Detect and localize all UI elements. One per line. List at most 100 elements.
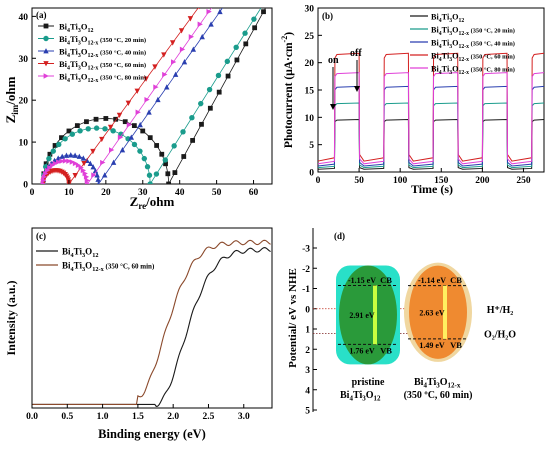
data-point	[84, 177, 91, 184]
panel-a-clipped	[40, 8, 266, 184]
data-point	[198, 100, 204, 107]
annotation-on-arrowhead	[330, 104, 336, 110]
data-point	[162, 157, 168, 163]
vb-label: VB	[380, 345, 392, 355]
data-point	[224, 58, 231, 65]
panel-b-ylabel: Photocurrent (μA·cm-2)	[280, 32, 295, 148]
x-tick-label: 40	[175, 188, 185, 198]
legend-entry-part: 12-x	[458, 70, 469, 76]
legend-entry-part: 12-x	[87, 78, 98, 84]
data-point	[47, 151, 53, 157]
x-tick-label: 200	[475, 176, 490, 186]
data-point	[140, 128, 146, 134]
legend-entry-part: 4	[439, 44, 442, 50]
data-point	[206, 8, 212, 15]
data-point	[208, 21, 214, 27]
legend-entry-suffix: (350 °C, 60 min)	[469, 54, 515, 61]
legend-entry: Bi4Ti3O12-x (350 °C, 60 min)	[62, 261, 155, 274]
data-point	[199, 33, 205, 40]
data-point	[87, 160, 94, 166]
y-tick-label: 2	[305, 346, 310, 356]
data-point	[66, 128, 72, 134]
annotation-on: on	[328, 55, 339, 66]
legend-marker	[43, 35, 49, 42]
material-name: pristine	[352, 377, 385, 388]
data-point	[84, 119, 89, 125]
legend-entry-part: O	[81, 59, 88, 69]
gap-bar	[373, 285, 377, 345]
legend-entry: Bi4Ti3O12-x (350 °C, 60 min)	[431, 52, 515, 64]
data-point	[137, 121, 143, 128]
material-formula-part: Ti	[353, 390, 362, 401]
data-point	[80, 167, 87, 174]
material-formula-part: Ti	[427, 377, 436, 388]
data-point	[119, 147, 126, 153]
gap-value: 2.91 eV	[349, 311, 375, 320]
data-point	[90, 148, 96, 155]
data-point	[93, 125, 100, 131]
legend-entry-part: Bi	[431, 13, 439, 22]
legend-entry-part: O	[81, 34, 88, 44]
data-point	[96, 181, 100, 184]
data-point	[144, 96, 150, 103]
material-formula-part: Bi	[414, 377, 424, 388]
material-formula-part: O	[366, 390, 374, 401]
data-point	[116, 112, 123, 119]
legend-entry-part: O	[452, 52, 458, 61]
data-point	[188, 34, 195, 40]
x-tick-label: 2.0	[167, 412, 179, 422]
data-point	[110, 159, 117, 165]
x-tick-label: 50	[354, 176, 364, 186]
legend-entry-part: Ti	[70, 22, 79, 32]
data-point	[128, 134, 135, 140]
y-tick-label: 30	[19, 55, 29, 65]
legend-entry-part: 4	[67, 78, 70, 84]
material-formula-part: 4	[423, 382, 427, 390]
panel-d-ylabel: Potential/ eV vs NHE	[287, 268, 299, 368]
vb-value: 1.76 eV	[349, 346, 375, 355]
data-point	[141, 155, 148, 162]
legend-entry-part: 4	[439, 70, 442, 76]
legend-entry-part: 3	[449, 31, 452, 37]
legend-entry-suffix: (350 °C, 80 min)	[98, 75, 146, 82]
legend-entry-part: O	[81, 72, 88, 82]
data-point	[207, 105, 213, 111]
legend-entry-part: Bi	[59, 47, 68, 57]
legend-entry-suffix: (350 °C, 80 min)	[469, 67, 515, 74]
legend-entry-part: 4	[71, 252, 75, 259]
data-point	[190, 46, 197, 52]
legend-entry: Bi4Ti3O12-x (350 °C, 40 min)	[431, 39, 515, 51]
legend-entry-part: O	[81, 47, 88, 57]
x-tick-label: 50	[212, 188, 222, 198]
panel-a-series	[40, 8, 266, 184]
panel-c-series	[32, 239, 271, 407]
legend-marker	[43, 48, 49, 54]
data-point	[243, 41, 249, 47]
data-point	[72, 152, 78, 158]
data-point	[261, 9, 266, 15]
legend-entry-part: 3	[449, 44, 452, 50]
legend-entry-part: 3	[449, 57, 452, 63]
data-point	[50, 148, 57, 154]
data-point	[80, 155, 87, 161]
data-point	[122, 119, 128, 125]
gap-bar	[443, 285, 447, 339]
data-point	[95, 176, 101, 182]
panel-b-series	[317, 52, 545, 170]
data-point	[59, 153, 65, 159]
material-formula-part: O	[440, 377, 448, 388]
data-point	[180, 129, 186, 135]
data-point	[146, 109, 152, 115]
data-point	[159, 151, 165, 157]
legend-entry-part: Ti	[442, 52, 450, 61]
legend-entry-part: 12-x	[92, 266, 104, 273]
data-point	[171, 143, 177, 149]
gap-value: 2.63 eV	[419, 308, 445, 317]
y-tick-label: 20	[305, 59, 315, 69]
y-tick-label: 0	[23, 181, 28, 191]
y-tick-label: 5	[305, 407, 310, 417]
legend-entry-suffix: (350 °C, 40 min)	[98, 50, 146, 57]
legend-entry-part: 4	[71, 266, 75, 273]
